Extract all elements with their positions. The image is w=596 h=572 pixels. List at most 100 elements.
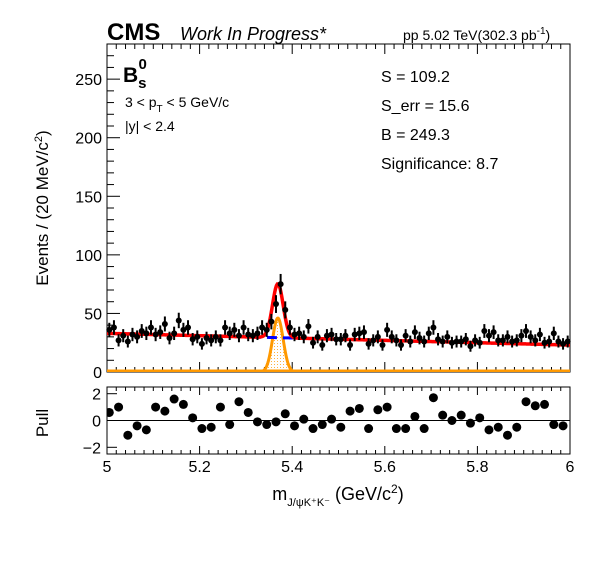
data-point-marker: [555, 338, 562, 345]
pull-point: [456, 410, 466, 420]
data-point: [319, 339, 326, 351]
data-point-marker: [490, 329, 497, 336]
fit-curves: [107, 282, 570, 372]
pull-point: [178, 399, 188, 409]
data-point: [430, 320, 437, 335]
data-point: [411, 325, 418, 339]
pull-point: [160, 406, 170, 416]
pull-point: [401, 424, 411, 434]
data-point-marker: [263, 326, 270, 333]
x-tick-labels: 5 5.2 5.4 5.6 5.8 6: [103, 459, 575, 476]
data-point-marker: [198, 340, 205, 347]
data-point: [226, 326, 233, 341]
data-point: [509, 335, 516, 348]
pull-point: [290, 421, 300, 431]
data-point: [272, 295, 279, 313]
data-point: [194, 330, 201, 344]
data-point: [305, 319, 312, 334]
data-point: [235, 329, 242, 343]
data-point: [370, 334, 377, 347]
pull-point: [151, 402, 161, 412]
data-point: [110, 320, 117, 335]
data-point: [198, 338, 205, 350]
data-point: [458, 335, 465, 348]
pull-point: [123, 430, 133, 440]
data-point: [342, 329, 349, 343]
data-point-marker: [527, 333, 534, 340]
pull-point: [521, 397, 531, 407]
pull-point: [206, 422, 216, 432]
data-point: [495, 334, 502, 347]
data-point-marker: [226, 330, 233, 337]
y-tick-label: 0: [93, 365, 102, 382]
data-point: [259, 320, 266, 335]
data-point: [356, 326, 363, 341]
data-point: [254, 326, 261, 341]
data-point: [416, 331, 423, 345]
pull-point: [373, 405, 383, 415]
data-point: [536, 327, 543, 342]
data-point: [462, 332, 469, 346]
pull-point: [243, 407, 253, 417]
data-point: [291, 327, 298, 342]
data-point-marker: [291, 331, 298, 338]
pull-point: [114, 402, 124, 412]
pull-point: [169, 394, 179, 404]
data-point-marker: [485, 332, 492, 339]
y-tick-label: 50: [84, 306, 102, 323]
data-point-marker: [435, 336, 442, 343]
x-tick-label: 5: [103, 459, 112, 476]
data-point: [393, 334, 400, 347]
data-point-marker: [467, 343, 474, 350]
data-point: [328, 327, 335, 342]
data-point: [282, 301, 289, 319]
pull-point: [465, 418, 475, 428]
data-point-marker: [328, 331, 335, 338]
data-point-marker: [235, 332, 242, 339]
pull-y-tick-label: −2: [83, 440, 101, 457]
data-point: [208, 334, 215, 347]
data-point-marker: [180, 326, 187, 333]
pull-point: [428, 393, 438, 403]
data-point-marker: [259, 324, 266, 331]
data-point: [472, 334, 479, 347]
signal-fit-curve: [222, 316, 334, 372]
data-point: [189, 332, 196, 346]
data-point-marker: [388, 333, 395, 340]
data-point-marker: [453, 338, 460, 345]
pull-point: [475, 413, 485, 423]
data-point: [115, 334, 122, 347]
data-point: [143, 326, 150, 341]
data-point: [180, 322, 187, 337]
data-point-marker: [532, 337, 539, 344]
data-point: [277, 273, 284, 295]
data-point-marker: [518, 332, 525, 339]
data-point-marker: [444, 333, 451, 340]
data-point-marker: [203, 335, 210, 342]
data-point-marker: [157, 329, 164, 336]
data-point-marker: [365, 340, 372, 347]
data-point: [555, 335, 562, 348]
data-point: [407, 335, 414, 348]
data-point: [499, 334, 506, 347]
pull-point: [493, 422, 503, 432]
data-point-marker: [249, 332, 256, 339]
data-point-marker: [286, 324, 293, 331]
data-point: [157, 325, 164, 339]
data-point: [550, 326, 557, 341]
pull-point: [382, 402, 392, 412]
data-point: [203, 331, 210, 345]
data-point: [124, 335, 131, 348]
data-point-marker: [430, 324, 437, 331]
data-point: [532, 334, 539, 347]
data-point-marker: [134, 333, 141, 340]
data-point: [546, 335, 553, 348]
pull-point: [502, 430, 512, 440]
data-point-marker: [138, 328, 145, 334]
particle-label: Bs0: [123, 56, 147, 92]
data-point: [166, 331, 173, 345]
pull-points: [107, 393, 568, 440]
data-point-marker: [323, 332, 330, 339]
cms-label: CMS: [107, 19, 160, 46]
x-tick-label: 5.2: [188, 459, 210, 476]
